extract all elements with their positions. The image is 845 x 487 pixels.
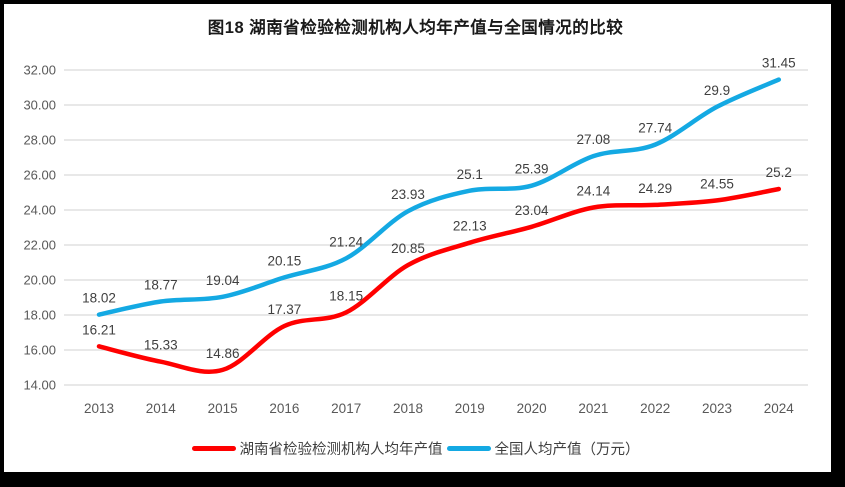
- data-label: 24.29: [638, 181, 672, 196]
- data-label: 23.93: [391, 187, 425, 202]
- data-label: 18.77: [144, 278, 178, 293]
- data-label: 25.2: [766, 165, 792, 180]
- y-tick-label: 24.00: [23, 203, 56, 218]
- data-label: 18.15: [329, 288, 363, 303]
- x-tick-label: 2016: [269, 401, 299, 416]
- x-tick-label: 2024: [764, 401, 795, 416]
- y-tick-label: 32.00: [23, 63, 56, 78]
- data-label: 27.08: [577, 132, 611, 147]
- gridlines: [64, 69, 808, 386]
- y-tick-label: 28.00: [23, 133, 56, 148]
- data-label: 16.21: [82, 322, 116, 337]
- x-tick-label: 2022: [640, 401, 670, 416]
- legend-item-national: 全国人均产值（万元）: [446, 438, 640, 459]
- data-label: 25.39: [515, 162, 549, 177]
- legend-line-swatch-national: [446, 446, 491, 451]
- data-label: 25.1: [457, 167, 483, 182]
- x-tick-label: 2015: [208, 401, 238, 416]
- x-tick-label: 2013: [84, 401, 114, 416]
- data-label: 19.04: [206, 273, 240, 288]
- data-label: 20.85: [391, 241, 425, 256]
- x-tick-label: 2019: [455, 401, 485, 416]
- y-tick-label: 30.00: [23, 98, 56, 113]
- y-tick-label: 14.00: [23, 378, 56, 393]
- data-label: 21.24: [329, 234, 363, 249]
- data-label: 20.15: [268, 253, 302, 268]
- data-label: 14.86: [206, 346, 240, 361]
- data-label: 18.02: [82, 291, 116, 306]
- figure-border-bottom: [0, 472, 845, 487]
- y-tick-label: 18.00: [23, 308, 56, 323]
- legend-label-national: 全国人均产值（万元）: [494, 442, 640, 458]
- data-label: 27.74: [638, 121, 672, 136]
- data-labels-hunan: 16.21 15.33 14.86 17.37 18.15 20.85 22.13 23.04…: [82, 165, 792, 361]
- legend-label-hunan: 湖南省检验检测机构人均年产值: [239, 442, 443, 458]
- figure-border-left: [0, 0, 4, 487]
- y-tick-label: 22.00: [23, 238, 56, 253]
- x-tick-label: 2021: [578, 401, 608, 416]
- data-label: 24.14: [577, 184, 611, 199]
- data-label: 22.13: [453, 219, 487, 234]
- data-label: 31.45: [762, 56, 796, 71]
- x-axis-labels: 2013 2014 2015 2016 2017 2018 2019 2020 2021 2022…: [84, 401, 794, 416]
- y-tick-label: 20.00: [23, 273, 56, 288]
- y-tick-label: 26.00: [23, 168, 56, 183]
- series-line-national: [96, 77, 782, 317]
- x-tick-label: 2023: [702, 401, 732, 416]
- chart-title: 图18 湖南省检验检测机构人均年产值与全国情况的比较: [207, 19, 624, 37]
- x-tick-label: 2020: [517, 401, 547, 416]
- y-tick-label: 16.00: [23, 343, 56, 358]
- legend-item-hunan: 湖南省检验检测机构人均年产值: [191, 438, 443, 459]
- x-tick-label: 2014: [146, 401, 177, 416]
- series-line-hunan: [96, 186, 782, 374]
- x-tick-label: 2017: [331, 401, 361, 416]
- data-label: 23.04: [515, 203, 549, 218]
- data-label: 24.55: [700, 176, 734, 191]
- figure-border-top: [0, 0, 845, 4]
- y-axis-labels: 14.00 16.00 18.00 20.00 22.00 24.00 26.00 28.00…: [23, 63, 56, 393]
- data-label: 29.9: [704, 83, 730, 98]
- legend: 湖南省检验检测机构人均年产值 全国人均产值（万元）: [0, 438, 831, 459]
- data-label: 15.33: [144, 338, 178, 353]
- figure-border-right: [831, 0, 845, 487]
- x-tick-label: 2018: [393, 401, 423, 416]
- legend-line-swatch-hunan: [191, 446, 236, 451]
- data-label: 17.37: [268, 302, 302, 317]
- data-labels-national: 18.02 18.77 19.04 20.15 21.24 23.93 25.1 25.39 2…: [82, 56, 796, 306]
